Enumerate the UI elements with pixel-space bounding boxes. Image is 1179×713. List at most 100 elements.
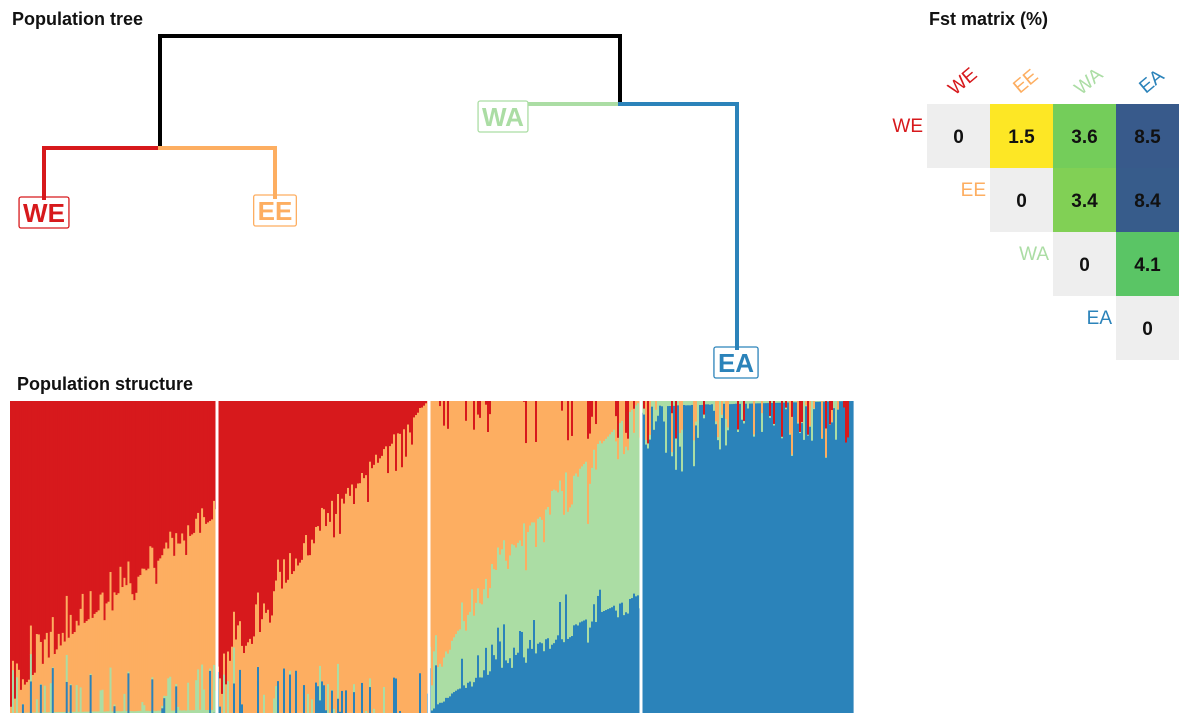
ancestry-bar-EA	[209, 670, 212, 713]
ancestry-bar-WA	[573, 475, 576, 626]
ancestry-bar-EA	[807, 435, 810, 713]
ancestry-bar-EA	[631, 598, 634, 713]
ancestry-bar-EE	[467, 401, 470, 616]
ancestry-bar-WA	[35, 699, 39, 713]
ancestry-bar-WA	[451, 640, 454, 694]
ancestry-bar-WE	[829, 401, 832, 425]
ancestry-bar-WE	[93, 401, 97, 615]
ancestry-bar-WE	[371, 401, 374, 469]
ancestry-bar-EA	[445, 697, 448, 713]
ancestry-bar-WA	[519, 540, 522, 632]
ancestry-bar-EA	[345, 690, 348, 713]
ancestry-bar-WA	[705, 401, 708, 405]
ancestry-bar-EA	[741, 419, 744, 713]
ancestry-bar-EA	[369, 687, 372, 713]
ancestry-bar-EA	[325, 710, 328, 713]
ancestry-bar-EA	[439, 702, 442, 713]
ancestry-bar-WE	[327, 401, 330, 514]
ancestry-bar-WA	[203, 689, 206, 713]
ancestry-bar-EA	[341, 690, 344, 713]
ancestry-bar-WA	[535, 547, 538, 654]
ancestry-bar-WE	[535, 401, 538, 443]
ancestry-bar-WA	[669, 401, 672, 407]
ancestry-bar-WE	[421, 401, 424, 408]
ancestry-bar-EE	[681, 401, 684, 431]
ancestry-bar-WA	[819, 401, 822, 403]
ancestry-bar-WA	[729, 401, 732, 405]
ancestry-bar-WA	[473, 615, 476, 683]
ancestry-bar-EE	[531, 401, 534, 523]
ancestry-bar-WA	[691, 401, 694, 406]
ancestry-bar-WE	[207, 401, 210, 523]
ancestry-bar-WA	[15, 677, 19, 713]
ancestry-bar-WE	[369, 401, 372, 463]
fst-value-WE-WE: 0	[953, 127, 964, 148]
ancestry-bar-EE	[431, 401, 434, 686]
ancestry-bar-WA	[747, 401, 750, 409]
ancestry-bar-EE	[543, 401, 546, 543]
ancestry-bar-EE	[299, 562, 302, 713]
ancestry-bar-WE	[381, 401, 384, 457]
ancestry-bar-EA	[575, 624, 578, 713]
ancestry-bar-WA	[733, 401, 736, 405]
ancestry-bar-WE	[375, 401, 378, 456]
ancestry-bar-WA	[521, 546, 524, 633]
ancestry-bar-WA	[771, 401, 774, 404]
ancestry-bar-EE	[163, 548, 166, 697]
ancestry-bar-WA	[479, 603, 482, 678]
ancestry-bar-WE	[13, 401, 17, 700]
ancestry-bar-WE	[161, 401, 164, 556]
ancestry-bar-EA	[89, 675, 93, 713]
ancestry-bar-EE	[89, 591, 93, 675]
ancestry-bar-EE	[603, 401, 606, 442]
ancestry-bar-WE	[193, 401, 196, 534]
ancestry-bar-WE	[321, 401, 324, 509]
ancestry-bar-WE	[323, 401, 326, 510]
ancestry-bar-EE	[265, 612, 268, 713]
ancestry-bar-WA	[105, 711, 109, 713]
ancestry-bar-WA	[469, 611, 472, 682]
ancestry-bar-EA	[825, 457, 828, 713]
ancestry-bar-WA	[623, 454, 626, 616]
ancestry-bar-WA	[667, 401, 670, 407]
ancestry-bar-EA	[811, 440, 814, 713]
ancestry-bar-WA	[273, 698, 276, 713]
ancestry-bar-EA	[113, 706, 117, 713]
fst-cell-WE-WA	[1053, 104, 1116, 168]
ancestry-bar-EA	[519, 631, 522, 713]
ancestry-bar-EA	[487, 674, 490, 713]
ancestry-bar-EA	[469, 681, 472, 713]
ancestry-bar-WE	[205, 401, 208, 525]
ancestry-bar-EE	[251, 643, 254, 713]
ancestry-bar-WE	[489, 401, 492, 415]
ancestry-bar-WE	[351, 401, 354, 485]
ancestry-bar-EA	[675, 469, 678, 713]
ancestry-bar-EE	[433, 401, 436, 652]
ancestry-bar-WA	[665, 401, 668, 454]
ancestry-bar-WA	[823, 401, 826, 403]
ancestry-bar-WE	[153, 401, 156, 569]
ancestry-bar-EE	[335, 513, 338, 713]
ancestry-bar-WE	[249, 401, 252, 640]
ancestry-bar-EE	[165, 542, 168, 697]
ancestry-bar-WA	[621, 420, 624, 604]
ancestry-bar-EA	[673, 405, 676, 713]
ancestry-bar-EE	[99, 594, 103, 691]
ancestry-bar-WA	[599, 440, 602, 591]
ancestry-bar-EE	[173, 555, 176, 711]
ancestry-bar-WE	[201, 401, 204, 509]
ancestry-bar-EA	[727, 430, 730, 713]
ancestry-bar-WA	[59, 711, 63, 713]
ancestry-bar-EE	[831, 409, 834, 423]
ancestry-bar-EE	[273, 591, 276, 699]
ancestry-bar-WE	[77, 401, 81, 626]
ancestry-bar-EE	[495, 401, 498, 571]
ancestry-bar-WE	[283, 401, 286, 560]
ancestry-bar-WA	[467, 614, 470, 684]
ancestry-bar-EA	[283, 668, 286, 713]
ancestry-bar-EE	[423, 405, 426, 713]
ancestry-bar-EA	[495, 659, 498, 713]
ancestry-bar-WE	[277, 401, 280, 561]
ancestry-bar-WA	[817, 401, 820, 403]
ancestry-bar-WE	[165, 401, 168, 543]
